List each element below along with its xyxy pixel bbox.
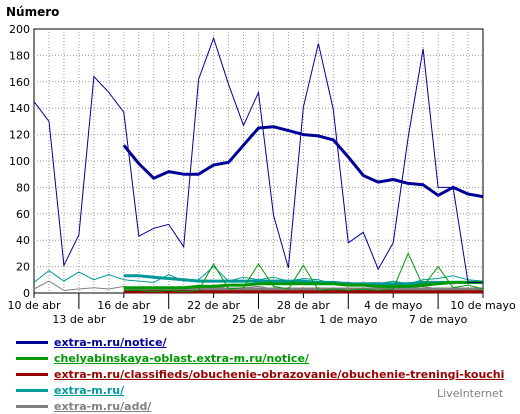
y-tick-label: 60 (16, 208, 30, 221)
y-tick-label: 80 (16, 181, 30, 194)
y-tick-label: 100 (9, 155, 30, 168)
x-tick-label: 16 de abr (97, 299, 150, 312)
legend-item[interactable]: extra-m.ru/ (16, 382, 520, 398)
legend-item[interactable]: chelyabinskaya-oblast.extra-m.ru/notice/ (16, 350, 520, 366)
legend-label[interactable]: extra-m.ru/ (54, 383, 125, 397)
plot-lines (33, 36, 484, 294)
y-tick-label: 200 (9, 23, 30, 36)
x-tick-label: 10 de abr (8, 299, 61, 312)
legend-item[interactable]: extra-m.ru/add/ (16, 398, 520, 414)
legend-label[interactable]: chelyabinskaya-oblast.extra-m.ru/notice/ (54, 351, 309, 365)
legend-label[interactable]: extra-m.ru/classifieds/obuchenie-obrazov… (54, 367, 505, 381)
legend-swatch (16, 372, 48, 376)
x-tick-label: 10 de mayo (450, 299, 516, 312)
legend-swatch (16, 356, 48, 360)
legend-swatch (16, 388, 48, 392)
x-tick-label: 1 de mayo (319, 313, 378, 326)
series-average-line (123, 280, 483, 290)
x-tick-label: 22 de abr (187, 299, 240, 312)
series-average-line (122, 125, 484, 199)
y-axis: 0 20 40 60 80 100 120 140 160 180 200 (9, 23, 30, 300)
x-tick-label: 28 de abr (277, 299, 330, 312)
x-tick-label: 19 de abr (142, 313, 195, 326)
y-axis-label: Número (6, 5, 59, 19)
y-tick-label: 0 (23, 287, 30, 300)
watermark: LiveInternet (437, 387, 504, 400)
x-axis: 10 de abr 16 de abr 22 de abr 28 de abr 4 de… (8, 293, 516, 326)
x-tick-label: 25 de abr (232, 313, 285, 326)
y-tick-label: 180 (9, 49, 30, 62)
legend-item[interactable]: extra-m.ru/classifieds/obuchenie-obrazov… (16, 366, 520, 382)
y-tick-label: 20 (16, 261, 30, 274)
legend: extra-m.ru/notice/chelyabinskaya-oblast.… (16, 334, 520, 414)
chart: Número 0 20 40 60 80 100 120 140 160 180 200 10 de… (6, 5, 516, 326)
series-line (33, 36, 483, 283)
x-tick-label: 7 de mayo (409, 313, 468, 326)
series-average-line (123, 274, 483, 286)
y-tick-label: 40 (16, 234, 30, 247)
legend-label[interactable]: extra-m.ru/add/ (54, 399, 152, 413)
y-tick-label: 120 (9, 129, 30, 142)
x-tick-label: 13 de abr (52, 313, 105, 326)
legend-item[interactable]: extra-m.ru/notice/ (16, 334, 520, 350)
legend-label[interactable]: extra-m.ru/notice/ (54, 335, 167, 349)
x-tick-label: 4 de mayo (364, 299, 423, 312)
legend-swatch (16, 340, 48, 344)
y-tick-label: 140 (9, 102, 30, 115)
y-tick-label: 160 (9, 76, 30, 89)
